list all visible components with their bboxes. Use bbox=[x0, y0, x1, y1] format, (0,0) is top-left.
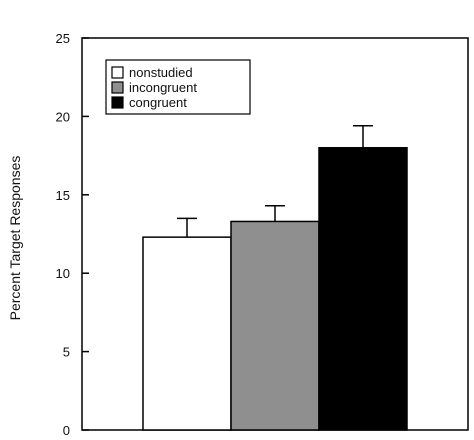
y-tick-label: 0 bbox=[63, 423, 70, 438]
legend-label-congruent: congruent bbox=[129, 95, 187, 110]
y-tick-label: 25 bbox=[56, 31, 70, 46]
legend-swatch-congruent bbox=[111, 96, 124, 109]
y-tick-label: 20 bbox=[56, 109, 70, 124]
y-axis: 0 5 10 15 20 25 bbox=[56, 31, 89, 438]
legend-label-incongruent: incongruent bbox=[129, 80, 197, 95]
bars bbox=[142, 147, 408, 431]
bar-incongruent bbox=[230, 220, 320, 431]
legend-swatch-nonstudied bbox=[111, 66, 124, 79]
y-axis-label: Percent Target Responses bbox=[7, 156, 23, 321]
bar-congruent bbox=[318, 147, 408, 431]
y-tick-label: 5 bbox=[63, 345, 70, 360]
legend-label-nonstudied: nonstudied bbox=[129, 65, 193, 80]
y-tick-label: 10 bbox=[56, 266, 70, 281]
legend-swatch-incongruent bbox=[111, 81, 124, 94]
error-bars bbox=[177, 125, 373, 238]
legend-box bbox=[105, 59, 251, 115]
bar-nonstudied bbox=[142, 236, 232, 431]
y-tick-label: 15 bbox=[56, 188, 70, 203]
